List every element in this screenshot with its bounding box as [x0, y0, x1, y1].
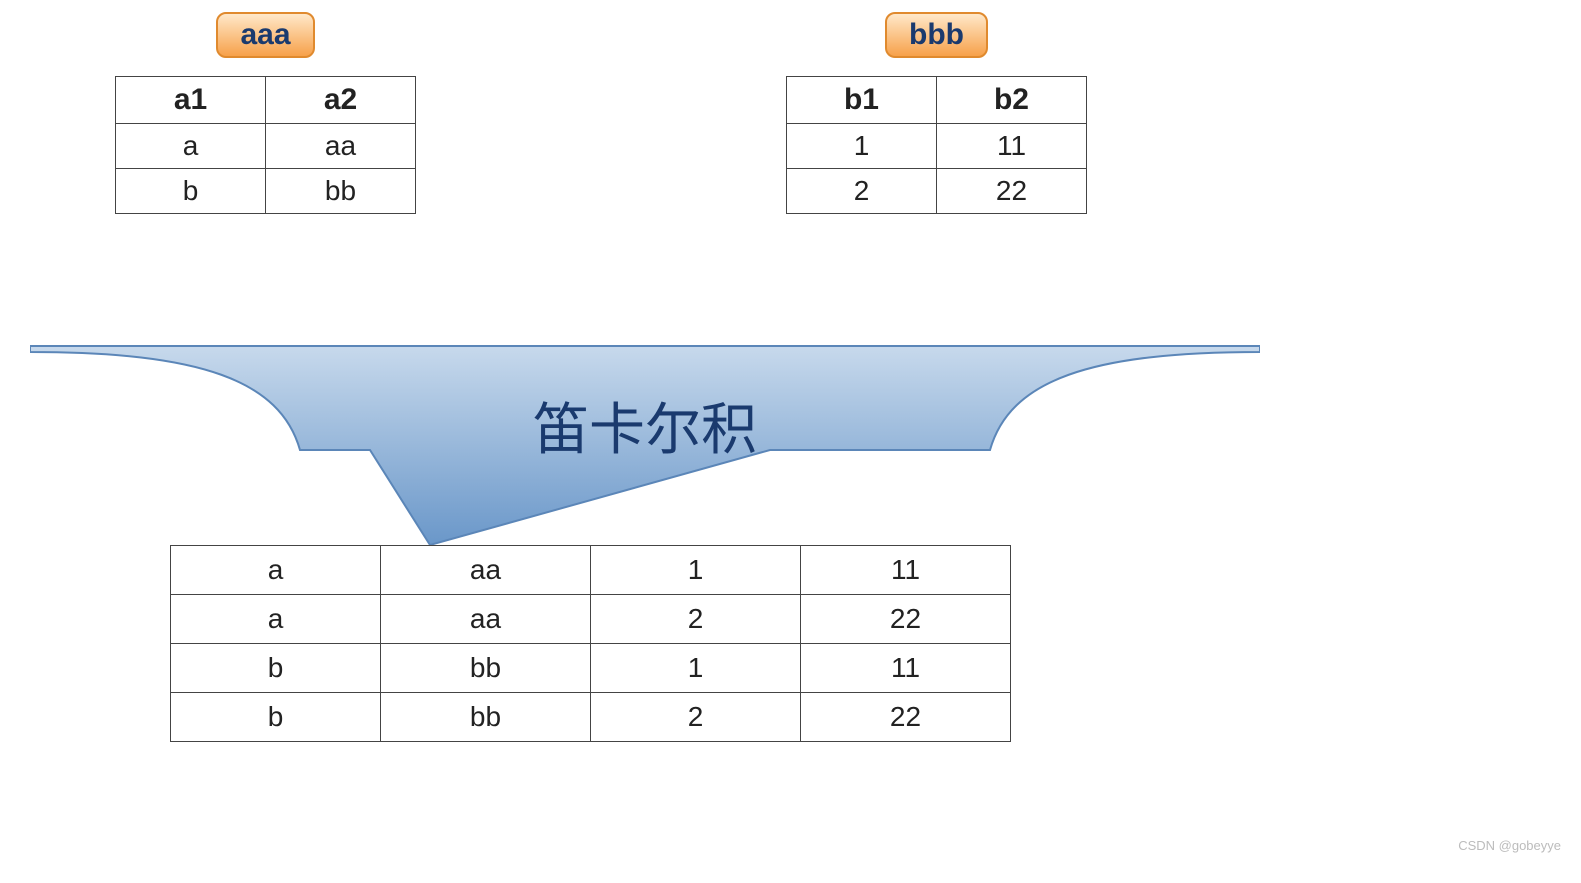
right-table-header: b1: [787, 77, 937, 124]
table-row: aaa111: [171, 546, 1011, 595]
table-cell: aa: [381, 546, 591, 595]
table-cell: a: [116, 124, 266, 169]
result-table: aaa111aaa222bbb111bbb222: [170, 545, 1011, 742]
table-cell: 2: [591, 693, 801, 742]
table-cell: 1: [591, 644, 801, 693]
table-cell: 11: [937, 124, 1087, 169]
left-table-header: a2: [266, 77, 416, 124]
left-table-header: a1: [116, 77, 266, 124]
arrow-area: 笛卡尔积: [30, 340, 1260, 550]
table-cell: a: [171, 546, 381, 595]
table-cell: 22: [937, 169, 1087, 214]
table-row: 222: [787, 169, 1087, 214]
table-cell: 11: [801, 644, 1011, 693]
table-cell: bb: [381, 644, 591, 693]
table-cell: bb: [381, 693, 591, 742]
table-cell: 11: [801, 546, 1011, 595]
table-cell: 22: [801, 595, 1011, 644]
table-cell: aa: [266, 124, 416, 169]
left-table-badge: aaa: [216, 12, 314, 58]
table-cell: aa: [381, 595, 591, 644]
table-cell: b: [171, 693, 381, 742]
watermark: CSDN @gobeyye: [1458, 838, 1561, 853]
table-cell: 2: [787, 169, 937, 214]
table-cell: b: [116, 169, 266, 214]
top-tables-row: aaa a1a2 aaabbb bbb b1b2 111222: [0, 0, 1581, 214]
table-row: aaa222: [171, 595, 1011, 644]
right-table-header: b2: [937, 77, 1087, 124]
table-row: bbb222: [171, 693, 1011, 742]
result-table-block: aaa111aaa222bbb111bbb222: [170, 545, 1011, 742]
table-row: aaa: [116, 124, 416, 169]
table-row: 111: [787, 124, 1087, 169]
down-arrow-icon: [30, 340, 1260, 550]
left-table-block: aaa a1a2 aaabbb: [115, 12, 416, 214]
right-table-block: bbb b1b2 111222: [786, 12, 1087, 214]
table-cell: bb: [266, 169, 416, 214]
right-table-badge: bbb: [885, 12, 988, 58]
table-cell: 2: [591, 595, 801, 644]
right-table: b1b2 111222: [786, 76, 1087, 214]
table-cell: 1: [787, 124, 937, 169]
table-cell: a: [171, 595, 381, 644]
table-row: bbb111: [171, 644, 1011, 693]
table-cell: 22: [801, 693, 1011, 742]
table-row: bbb: [116, 169, 416, 214]
left-table: a1a2 aaabbb: [115, 76, 416, 214]
table-cell: b: [171, 644, 381, 693]
table-cell: 1: [591, 546, 801, 595]
